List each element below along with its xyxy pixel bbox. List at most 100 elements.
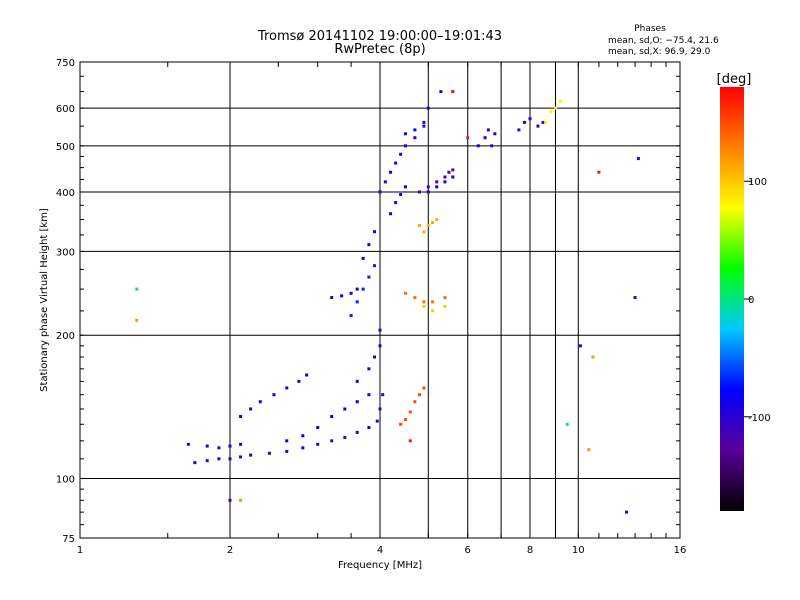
x-axis-label: Frequency [MHz] — [338, 560, 422, 571]
data-point — [558, 99, 562, 103]
data-point — [422, 124, 426, 128]
data-point — [239, 455, 243, 459]
data-point — [399, 422, 403, 426]
data-point — [381, 393, 385, 397]
legend-title: Phases — [634, 24, 666, 34]
data-point — [451, 175, 455, 179]
data-point — [394, 201, 398, 205]
data-point — [403, 185, 407, 189]
chart-title: Tromsø 20141102 19:00:00–19:01:43 — [257, 29, 502, 44]
data-point — [330, 414, 334, 418]
data-point — [343, 407, 347, 411]
x-tick-label: 10 — [572, 545, 585, 556]
data-point — [413, 136, 417, 140]
colorbar-ticks: 100 0 -100 — [744, 177, 771, 424]
y-tick-label: 400 — [56, 188, 75, 199]
data-point — [355, 287, 359, 291]
y-tick-label: 75 — [62, 534, 75, 545]
data-point — [349, 314, 353, 318]
data-point — [549, 110, 553, 114]
data-point — [239, 442, 243, 446]
x-tick-label: 8 — [527, 545, 533, 556]
data-point — [367, 275, 371, 279]
data-point — [301, 434, 305, 438]
data-point — [426, 185, 430, 189]
data-point — [349, 291, 353, 295]
data-point — [435, 218, 439, 222]
data-point — [490, 144, 494, 148]
data-point — [417, 190, 421, 194]
y-tick-label: 600 — [56, 104, 75, 115]
colorbar-tick-label: -100 — [748, 413, 771, 424]
data-point — [285, 439, 289, 443]
data-point — [523, 120, 527, 124]
data-point — [378, 190, 382, 194]
data-point — [340, 294, 344, 298]
legend-line-o: mean, sd,O: −75.4, 21.6 — [608, 36, 719, 46]
data-point — [435, 185, 439, 189]
legend-line-x: mean, sd,X: 96.9, 29.0 — [608, 47, 711, 57]
data-point — [587, 448, 591, 452]
data-point — [403, 132, 407, 136]
data-point — [431, 300, 435, 304]
data-point — [316, 442, 320, 446]
colorbar-label: [deg] — [717, 72, 752, 87]
colorbar-tick-label: 100 — [748, 177, 767, 188]
data-point — [383, 180, 387, 184]
y-tick-label: 200 — [56, 331, 75, 342]
data-point — [443, 180, 447, 184]
data-point — [249, 407, 253, 411]
x-tick-label: 2 — [227, 545, 233, 556]
x-tick-label: 1 — [77, 545, 83, 556]
data-point — [389, 212, 393, 216]
data-points — [135, 90, 640, 514]
data-point — [239, 498, 243, 502]
data-point — [330, 296, 334, 300]
data-point — [431, 309, 435, 313]
data-point — [426, 224, 430, 228]
data-point — [447, 170, 451, 174]
grid-lines — [80, 62, 680, 538]
data-point — [367, 425, 371, 429]
data-point — [536, 124, 540, 128]
data-point — [285, 449, 289, 453]
data-point — [239, 414, 243, 418]
data-point — [553, 106, 557, 110]
data-point — [367, 243, 371, 247]
data-point — [403, 418, 407, 422]
data-point — [193, 461, 197, 465]
data-point — [361, 287, 365, 291]
data-point — [493, 132, 497, 136]
data-point — [544, 120, 548, 124]
data-point — [378, 344, 382, 348]
x-tick-label: 16 — [674, 545, 687, 556]
data-point — [399, 152, 403, 156]
x-axis-ticks: 1 2 4 6 8 10 16 — [77, 62, 687, 556]
data-point — [135, 287, 139, 291]
x-tick-label: 6 — [465, 545, 471, 556]
data-point — [228, 498, 232, 502]
data-point — [389, 170, 393, 174]
data-point — [297, 379, 301, 383]
data-point — [417, 224, 421, 228]
data-point — [413, 128, 417, 132]
data-point — [517, 128, 521, 132]
data-point — [367, 393, 371, 397]
data-point — [633, 296, 637, 300]
data-point — [422, 120, 426, 124]
data-point — [135, 318, 139, 322]
data-point — [408, 410, 412, 414]
data-point — [217, 457, 221, 461]
colorbar — [720, 87, 744, 511]
data-point — [451, 90, 455, 94]
data-point — [267, 451, 271, 455]
data-point — [373, 355, 377, 359]
data-point — [228, 444, 232, 448]
data-point — [205, 459, 209, 463]
data-point — [431, 221, 435, 225]
data-point — [426, 106, 430, 110]
data-point — [483, 136, 487, 140]
data-point — [378, 407, 382, 411]
data-point — [355, 400, 359, 404]
